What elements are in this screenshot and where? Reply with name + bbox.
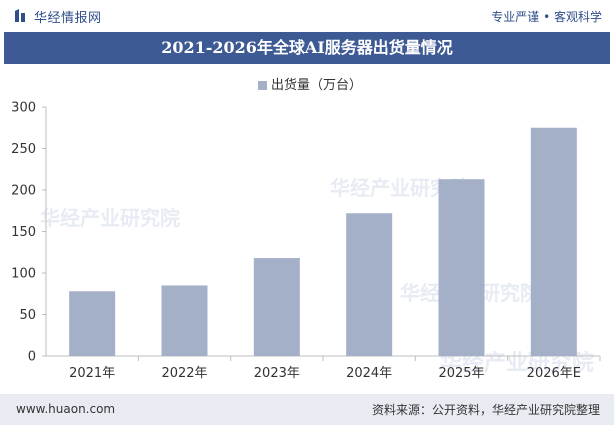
source-note: 资料来源：公开资料，华经产业研究院整理 xyxy=(371,403,600,417)
legend: 出货量（万台） xyxy=(258,74,362,93)
y-tick-label: 300 xyxy=(11,101,36,116)
y-tick-label: 200 xyxy=(11,184,36,199)
legend-swatch xyxy=(258,81,267,90)
y-tick-label: 0 xyxy=(28,350,36,365)
logo-icon xyxy=(15,9,25,22)
title-bar: 2021-2026年全球AI服务器出货量情况 xyxy=(4,32,610,64)
x-tick-label: 2022年 xyxy=(161,366,207,381)
tick-labels: 0 50 100 150 200 250 300 2021年 2022年 2023年 2024年 20… xyxy=(11,101,581,382)
x-tick-label: 2026年E xyxy=(527,366,581,381)
bars xyxy=(69,127,577,356)
x-tick-label: 2025年 xyxy=(438,366,484,381)
bar xyxy=(161,285,208,356)
x-tick-label: 2024年 xyxy=(346,366,392,381)
bar xyxy=(530,127,577,356)
header-bar: 华经情报网 专业严谨 • 客观科学 xyxy=(0,0,614,32)
bar xyxy=(346,213,393,356)
x-tick-label: 2021年 xyxy=(69,366,115,381)
bar xyxy=(253,258,300,356)
watermark-layer: 华经产业研究院华经产业研究院华经产业研究院华经产业研究院 xyxy=(40,176,594,376)
x-tick-label: 2023年 xyxy=(254,366,300,381)
logo-text: 华经情报网 xyxy=(34,11,102,26)
watermark-text: 华经产业研究院 xyxy=(40,206,180,230)
y-tick-label: 250 xyxy=(11,142,36,157)
tagline: 专业严谨 • 客观科学 xyxy=(491,10,602,24)
bar xyxy=(438,179,485,356)
y-tick-label: 50 xyxy=(19,308,36,323)
axes xyxy=(42,106,601,361)
bar-chart: 华经产业研究院华经产业研究院华经产业研究院华经产业研究院 0 50 100 150 20… xyxy=(11,101,601,382)
bar xyxy=(69,291,116,356)
y-tick-label: 100 xyxy=(11,267,36,282)
footer-bar: www.huaon.com 资料来源：公开资料，华经产业研究院整理 xyxy=(0,394,614,425)
legend-label: 出货量（万台） xyxy=(271,78,363,93)
chart-title: 2021-2026年全球AI服务器出货量情况 xyxy=(161,38,453,57)
site-url: www.huaon.com xyxy=(16,402,116,416)
y-tick-label: 150 xyxy=(11,225,36,240)
